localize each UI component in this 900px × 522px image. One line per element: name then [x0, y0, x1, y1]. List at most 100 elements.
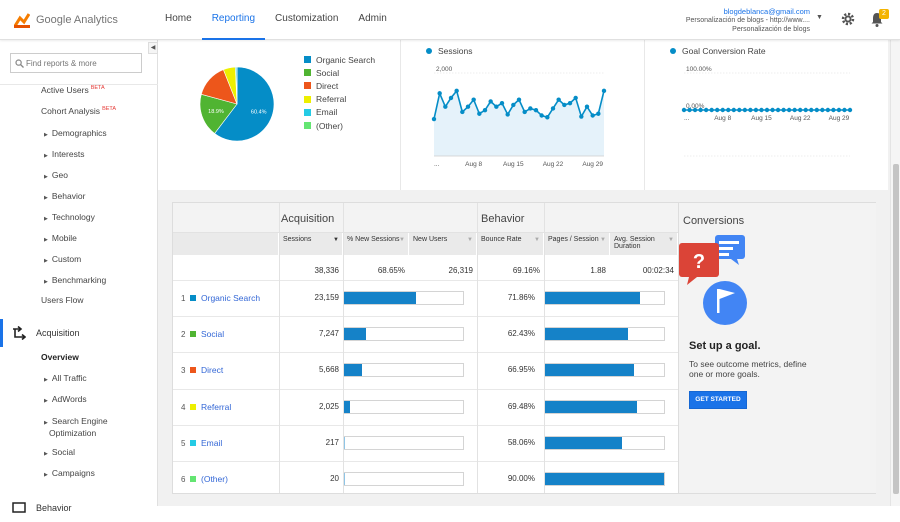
sort-icon[interactable]: ▼ — [467, 237, 473, 244]
data-point[interactable] — [602, 89, 606, 93]
legend-entry[interactable]: Referral — [304, 93, 375, 106]
data-point[interactable] — [721, 108, 725, 112]
data-point[interactable] — [842, 108, 846, 112]
data-point[interactable] — [500, 101, 504, 105]
row-channel-link[interactable]: Email — [201, 438, 222, 448]
data-point[interactable] — [522, 110, 526, 114]
column-header[interactable]: % New Sessions▼ — [343, 233, 409, 255]
data-point[interactable] — [809, 108, 813, 112]
sidebar-item-benchmarking[interactable]: ▶Benchmarking — [44, 275, 106, 285]
sidebar-item-social[interactable]: ▶Social — [44, 447, 75, 457]
data-point[interactable] — [837, 108, 841, 112]
sidebar-item-geo[interactable]: ▶Geo — [44, 170, 68, 180]
sidebar-item-technology[interactable]: ▶Technology — [44, 212, 95, 222]
data-point[interactable] — [494, 104, 498, 108]
gear-icon[interactable] — [840, 11, 856, 27]
data-point[interactable] — [551, 106, 555, 110]
column-header[interactable]: Sessions▼ — [279, 233, 343, 255]
data-point[interactable] — [488, 99, 492, 103]
column-header[interactable]: Avg. Session Duration▼ — [610, 233, 678, 255]
sidebar-section-acquisition[interactable]: Acquisition — [0, 319, 158, 347]
search-input[interactable] — [26, 56, 138, 70]
sidebar-item-demographics[interactable]: ▶Demographics — [44, 128, 107, 138]
data-point[interactable] — [528, 106, 532, 110]
data-point[interactable] — [732, 108, 736, 112]
sidebar-item-custom[interactable]: ▶Custom — [44, 254, 81, 264]
data-point[interactable] — [585, 104, 589, 108]
nav-reporting[interactable]: Reporting — [202, 0, 265, 40]
data-point[interactable] — [682, 108, 686, 112]
data-point[interactable] — [471, 97, 475, 101]
account-dropdown-icon[interactable]: ▼ — [816, 14, 823, 21]
data-point[interactable] — [466, 104, 470, 108]
data-point[interactable] — [781, 108, 785, 112]
data-point[interactable] — [815, 108, 819, 112]
sort-icon[interactable]: ▼ — [333, 237, 339, 244]
row-channel-link[interactable]: Organic Search — [201, 293, 260, 303]
data-point[interactable] — [804, 108, 808, 112]
legend-entry[interactable]: Direct — [304, 79, 375, 92]
report-search[interactable] — [10, 53, 142, 73]
legend-entry[interactable]: Organic Search — [304, 53, 375, 66]
sidebar-item-interests[interactable]: ▶Interests — [44, 149, 84, 159]
sort-icon[interactable]: ▼ — [600, 237, 606, 244]
sidebar-section-behavior[interactable]: Behavior — [0, 494, 158, 522]
sidebar-item-all-traffic[interactable]: ▶All Traffic — [44, 373, 87, 383]
data-point[interactable] — [743, 108, 747, 112]
data-point[interactable] — [573, 96, 577, 100]
data-point[interactable] — [590, 113, 594, 117]
sidebar-item-users-flow[interactable]: Users Flow — [41, 295, 84, 305]
data-point[interactable] — [596, 112, 600, 116]
column-header[interactable]: Pages / Session▼ — [544, 233, 610, 255]
data-point[interactable] — [698, 108, 702, 112]
sort-icon[interactable]: ▼ — [399, 237, 405, 244]
sidebar-item-campaigns[interactable]: ▶Campaigns — [44, 468, 95, 478]
row-channel-link[interactable]: Social — [201, 329, 224, 339]
sidebar-item-adwords[interactable]: ▶AdWords — [44, 394, 87, 404]
data-point[interactable] — [449, 96, 453, 100]
sidebar-item-mobile[interactable]: ▶Mobile — [44, 233, 77, 243]
nav-admin[interactable]: Admin — [348, 0, 396, 40]
collapse-sidebar-button[interactable]: ◀ — [148, 42, 158, 54]
data-point[interactable] — [704, 108, 708, 112]
legend-entry[interactable]: Email — [304, 106, 375, 119]
column-header[interactable]: Bounce Rate▼ — [477, 233, 544, 255]
data-point[interactable] — [776, 108, 780, 112]
data-point[interactable] — [687, 108, 691, 112]
row-channel-link[interactable]: (Other) — [201, 474, 228, 484]
data-point[interactable] — [511, 103, 515, 107]
data-point[interactable] — [545, 115, 549, 119]
page-scrollbar[interactable] — [890, 40, 900, 506]
row-channel-link[interactable]: Direct — [201, 365, 223, 375]
data-point[interactable] — [505, 112, 509, 116]
legend-entry[interactable]: Social — [304, 66, 375, 79]
nav-customization[interactable]: Customization — [265, 0, 348, 40]
data-point[interactable] — [556, 97, 560, 101]
data-point[interactable] — [443, 104, 447, 108]
get-started-button[interactable]: GET STARTED — [689, 391, 747, 409]
data-point[interactable] — [693, 108, 697, 112]
data-point[interactable] — [831, 108, 835, 112]
data-point[interactable] — [539, 113, 543, 117]
data-point[interactable] — [454, 89, 458, 93]
data-point[interactable] — [477, 112, 481, 116]
data-point[interactable] — [483, 108, 487, 112]
data-point[interactable] — [568, 101, 572, 105]
data-point[interactable] — [432, 117, 436, 121]
data-point[interactable] — [709, 108, 713, 112]
nav-home[interactable]: Home — [155, 0, 202, 40]
logo[interactable]: Google Analytics — [14, 10, 118, 30]
sort-icon[interactable]: ▼ — [668, 237, 674, 244]
data-point[interactable] — [848, 108, 852, 112]
data-point[interactable] — [820, 108, 824, 112]
sidebar-item-overview[interactable]: Overview — [41, 352, 79, 362]
data-point[interactable] — [754, 108, 758, 112]
data-point[interactable] — [792, 108, 796, 112]
data-point[interactable] — [765, 108, 769, 112]
data-point[interactable] — [726, 108, 730, 112]
data-point[interactable] — [579, 114, 583, 118]
account-selector[interactable]: blogdeblanca@gmail.com Personalización d… — [686, 7, 810, 34]
